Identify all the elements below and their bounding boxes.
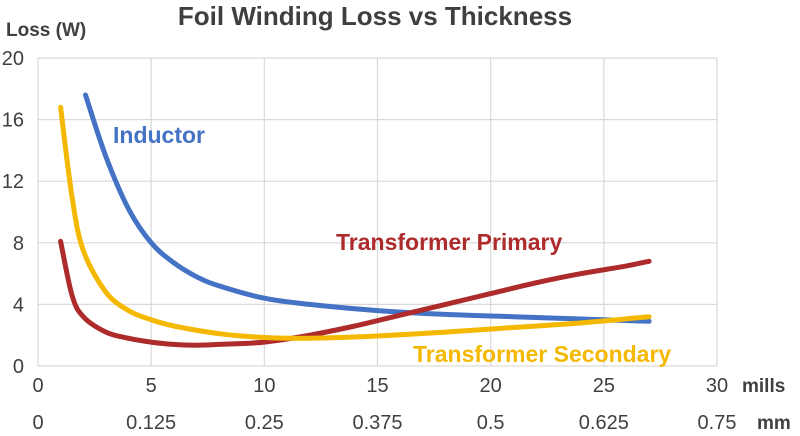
series-label-inductor: Inductor	[113, 122, 205, 148]
y-tick-label: 16	[2, 110, 24, 132]
x-tick-label: 0.625	[579, 412, 629, 434]
series	[58, 92, 652, 348]
series-line-transformer-primary	[58, 238, 652, 348]
x-tick-label: 0	[32, 375, 43, 397]
series-line-transformer-secondary	[58, 104, 652, 341]
x-tick-label: 5	[146, 375, 157, 397]
series-label-transformer-primary: Transformer Primary	[336, 229, 562, 255]
y-tick-label: 20	[2, 48, 24, 70]
y-axis-label: Loss (W)	[6, 20, 86, 41]
x-tick-label: 20	[480, 375, 502, 397]
x-tick-label: 15	[366, 375, 388, 397]
x-tick-label: 30	[706, 375, 728, 397]
y-tick-label: 4	[13, 294, 24, 316]
x-tick-label: 0	[32, 412, 43, 434]
x-axis-unit-mills: mills	[742, 376, 785, 397]
x-tick-label: 0.75	[698, 412, 737, 434]
x-tick-label: 0.25	[245, 412, 284, 434]
series-labels: Inductor Transformer Primary Transformer S…	[113, 122, 671, 367]
axis-units: mills mm	[742, 376, 791, 434]
x-axis-unit-mm: mm	[757, 413, 791, 434]
x-tick-label: 0.5	[477, 412, 505, 434]
y-tick-label: 8	[13, 233, 24, 255]
y-tick-label: 0	[13, 356, 24, 378]
chart-title: Foil Winding Loss vs Thickness	[178, 1, 572, 31]
x-tick-label: 25	[593, 375, 615, 397]
x-tick-label: 0.125	[126, 412, 176, 434]
x-tick-label: 0.375	[352, 412, 402, 434]
tick-labels: 0 4 8 12 16 20 0 5 10 15 20 25 30 0 0.125 0.25 0.375 0.5 0…	[2, 48, 737, 434]
x-tick-label: 10	[253, 375, 275, 397]
series-line-inductor	[83, 92, 652, 324]
y-tick-label: 12	[2, 171, 24, 193]
series-label-transformer-secondary: Transformer Secondary	[413, 341, 671, 367]
